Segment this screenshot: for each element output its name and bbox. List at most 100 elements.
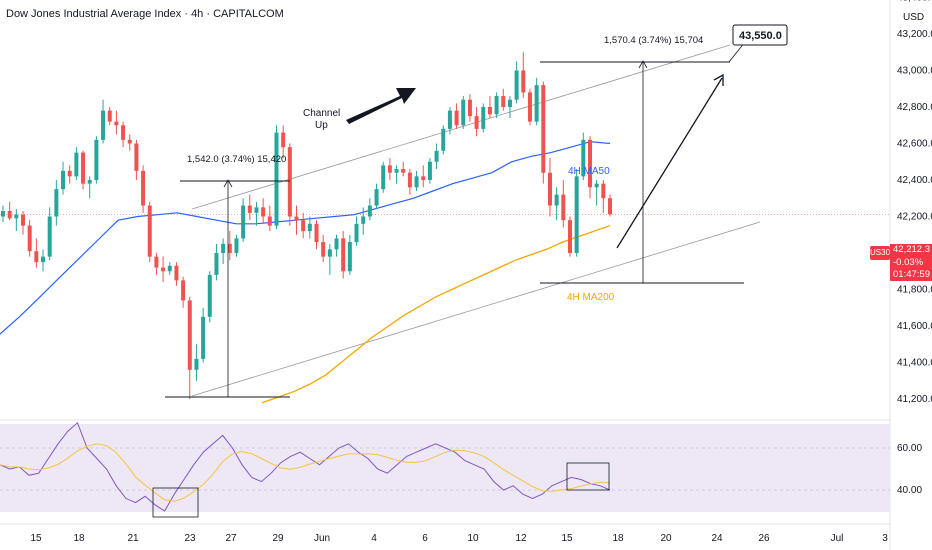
candle-body — [447, 110, 452, 129]
candle-body — [421, 176, 426, 180]
candle-body — [194, 358, 199, 370]
rsi-box-right — [566, 462, 610, 491]
measure-left-label: 1,542.0 (3.74%) 15,420 — [187, 154, 286, 165]
candle-body — [201, 316, 206, 359]
currency-label: USD — [903, 12, 925, 23]
candle-body — [361, 216, 366, 224]
x-tick-label: 24 — [711, 533, 723, 544]
candle-body — [567, 220, 572, 253]
candle-body — [127, 139, 132, 144]
candle-body — [101, 110, 106, 140]
candle-body — [147, 205, 152, 257]
candle-body — [154, 256, 159, 268]
candle-body — [87, 180, 92, 184]
candle-body — [387, 165, 392, 173]
measure-right-label: 1,570.4 (3.74%) 15,704 — [604, 35, 703, 46]
candle-body — [608, 198, 612, 215]
candle-body — [394, 169, 399, 173]
target-arrow-line — [616, 77, 723, 249]
x-tick-label: 6 — [422, 533, 428, 544]
candle-body — [381, 165, 386, 190]
x-tick-label: Jun — [314, 533, 330, 544]
x-tick-label: 15 — [30, 533, 42, 544]
ma50-label: 4H MA50 — [568, 166, 610, 177]
candle-body — [274, 132, 279, 226]
candle-body — [461, 99, 466, 126]
candle-body — [434, 150, 439, 162]
candle-body — [1, 211, 5, 217]
candle-body — [401, 169, 406, 173]
candle-body — [294, 216, 299, 221]
candle-body — [314, 223, 319, 243]
y-tick-label: 42,600.0 — [897, 139, 932, 150]
rsi-ma-line — [0, 443, 611, 502]
candle-body — [354, 223, 359, 243]
candle-body — [34, 251, 39, 263]
candle-body — [81, 152, 86, 184]
last-price-label: 42,212.3 — [890, 244, 932, 257]
ma50-line — [0, 141, 611, 335]
candle-body — [207, 274, 212, 317]
y-tick-label: 42,200.0 — [897, 212, 932, 223]
candle-body — [141, 170, 146, 206]
candle-body — [7, 211, 12, 219]
x-tick-label: 18 — [73, 533, 85, 544]
y-tick-label: 42,400.0 — [897, 175, 932, 186]
channel-label-line2: Up — [315, 120, 328, 131]
rsi-box-left — [152, 487, 199, 518]
candle-body — [267, 216, 272, 226]
candle-body — [181, 280, 186, 301]
candle-body — [427, 161, 432, 180]
candle-body — [474, 116, 479, 129]
candle-body — [114, 121, 119, 126]
y-tick-label: 43,000.0 — [897, 66, 932, 77]
candle-body — [234, 238, 239, 253]
candle-body — [547, 172, 552, 206]
y-tick-label: 41,800.0 — [897, 285, 932, 296]
candle-body — [334, 238, 339, 250]
candle-body — [341, 238, 346, 272]
channel-label-line1: Channel — [303, 108, 340, 119]
x-tick-label: 10 — [467, 533, 479, 544]
candle-body — [347, 242, 352, 272]
candle-body — [281, 132, 286, 148]
candle-body — [47, 216, 52, 257]
candle-body — [67, 170, 72, 177]
measure-right-arrowhead — [638, 60, 648, 69]
candle-body — [467, 99, 472, 117]
target-callout-label: 43,550.0 — [739, 30, 782, 42]
candle-body — [27, 225, 32, 252]
y-tick-label: 42,800.0 — [897, 102, 932, 113]
candle-body — [134, 143, 139, 171]
candle-body — [534, 85, 539, 122]
candle-body — [321, 242, 326, 257]
candle-body — [241, 205, 246, 239]
candle-body — [481, 107, 486, 129]
candle-body — [521, 70, 526, 93]
candle-body — [507, 99, 512, 107]
ma200-label: 4H MA200 — [567, 292, 615, 303]
candle-body — [94, 139, 99, 180]
price-change-label: -0.03% — [890, 257, 932, 269]
candle-body — [54, 189, 59, 217]
candle-body — [107, 110, 112, 122]
chart-title: Dow Jones Industrial Average Index · 4h … — [6, 8, 284, 20]
symbol-badge: US30 — [870, 246, 890, 260]
candles-group — [1, 52, 612, 399]
x-tick-label: 4 — [371, 533, 377, 544]
candle-body — [441, 128, 446, 151]
candle-body — [174, 265, 179, 281]
candle-body — [254, 207, 259, 213]
candle-body — [167, 265, 172, 272]
y-tick-label: 41,200.0 — [897, 394, 932, 405]
candle-body — [574, 176, 579, 253]
channel-upper-line — [191, 44, 731, 210]
candle-body — [501, 96, 506, 107]
candle-body — [601, 183, 606, 199]
candle-body — [14, 214, 19, 219]
candle-body — [214, 253, 219, 275]
candle-body — [581, 139, 586, 177]
candle-body — [407, 172, 412, 188]
candle-body — [414, 176, 419, 188]
